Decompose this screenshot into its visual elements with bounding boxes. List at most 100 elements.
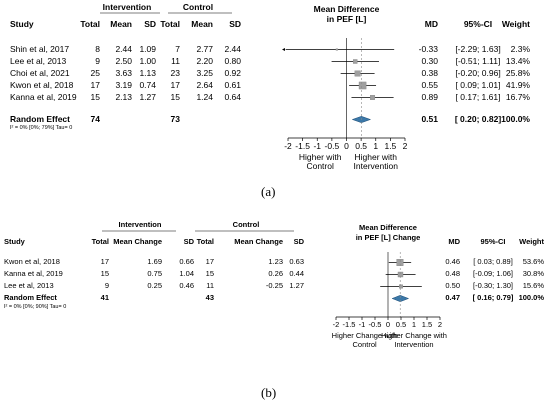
ctl-mean: 2.20 — [196, 56, 213, 66]
int-total: 17 — [100, 257, 109, 266]
int-total: 25 — [90, 68, 100, 78]
int-total: 15 — [100, 269, 109, 278]
plot-title-line: Mean Difference — [359, 223, 417, 232]
col-study: Study — [10, 19, 34, 29]
ctl-total: 17 — [205, 257, 214, 266]
ctl-mean: 0.26 — [268, 269, 283, 278]
favours-left: Higher with — [298, 152, 342, 162]
study-box — [354, 70, 361, 77]
pooled-ctl-total: 43 — [205, 293, 214, 302]
plot-title-line: in PEF [L] Change — [355, 233, 421, 242]
pooled-md: 0.51 — [421, 114, 438, 124]
study-name: Choi et al, 2021 — [10, 68, 70, 78]
study-name: Shin et al, 2017 — [10, 44, 70, 54]
study-box — [370, 95, 375, 100]
int-sd: 1.13 — [139, 68, 156, 78]
favours-right: Higher Change with — [381, 331, 447, 340]
x-tick-label: 1 — [373, 141, 379, 151]
ctl-sd: 0.63 — [289, 257, 304, 266]
int-sd: 0.66 — [179, 257, 194, 266]
study-name: Kwon et al, 2018 — [10, 80, 74, 90]
ci-value: [ 0.03; 0.89] — [473, 257, 513, 266]
col-ctl-sd: SD — [229, 19, 241, 29]
heterogeneity: I² = 0% [0%; 90%] Tau= 0 — [4, 304, 67, 310]
int-mean: 3.19 — [115, 80, 132, 90]
ci-value: [-0.09; 1.06] — [472, 269, 514, 278]
int-sd: 1.04 — [179, 269, 194, 278]
md-value: 0.55 — [421, 80, 438, 90]
study-box — [353, 59, 358, 64]
int-sd: 1.00 — [139, 56, 156, 66]
pooled-label: Random Effect — [10, 114, 70, 124]
x-tick-label: 2 — [437, 320, 443, 329]
col-ctl-total: Total — [196, 237, 214, 246]
study-box — [399, 284, 403, 289]
x-tick-label: -1.5 — [342, 320, 356, 329]
int-mean: 2.13 — [115, 92, 132, 102]
ctl-total: 11 — [171, 56, 180, 66]
int-mean: 2.44 — [115, 44, 132, 54]
col-study: Study — [4, 237, 25, 246]
ctl-sd: 0.44 — [289, 269, 304, 278]
int-total: 9 — [95, 56, 100, 66]
int-sd: 1.09 — [139, 44, 156, 54]
x-tick-label: -0.5 — [324, 141, 340, 151]
ctl-total: 23 — [170, 68, 180, 78]
x-tick-label: 1.5 — [384, 141, 397, 151]
study-box — [335, 48, 338, 51]
favours-right: Intervention — [353, 161, 398, 171]
ci-value: [-0.20; 0.96] — [455, 68, 501, 78]
x-tick-label: -0.5 — [368, 320, 382, 329]
favours-left: Control — [306, 161, 334, 171]
panel-label: (a) — [261, 184, 276, 199]
md-value: 0.48 — [445, 269, 460, 278]
int-sd: 0.46 — [179, 281, 194, 290]
header-intervention: Intervention — [102, 2, 152, 12]
col-md: MD — [448, 237, 460, 246]
ci-arrow — [282, 48, 285, 51]
pooled-int-total: 41 — [100, 293, 109, 302]
ctl-total: 15 — [170, 92, 180, 102]
int-mean: 0.25 — [147, 281, 162, 290]
weight-value: 41.9% — [505, 80, 530, 90]
md-value: 0.38 — [421, 68, 438, 78]
col-ctl-total: Total — [160, 19, 180, 29]
x-tick-label: -2 — [332, 320, 340, 329]
x-tick-label: 0.5 — [355, 141, 368, 151]
ctl-total: 11 — [206, 281, 214, 290]
favours-left: Control — [352, 340, 377, 349]
favours-right: Intervention — [394, 340, 434, 349]
favours-left: Higher Change with — [331, 331, 398, 340]
col-ci: 95%-CI — [463, 19, 493, 29]
col-int-sd: SD — [144, 19, 156, 29]
int-sd: 1.27 — [139, 92, 156, 102]
pooled-weight: 100.0% — [501, 114, 530, 124]
favours-right: Higher with — [354, 152, 398, 162]
heterogeneity: I² = 0% [0%; 79%] Tau= 0 — [10, 125, 73, 131]
x-tick-label: -1.5 — [295, 141, 310, 151]
col-int-sd: SD — [183, 237, 194, 246]
md-value: 0.30 — [421, 56, 438, 66]
weight-value: 53.6% — [522, 257, 544, 266]
study-name: Kwon et al, 2018 — [4, 257, 60, 266]
int-total: 15 — [90, 92, 100, 102]
int-total: 17 — [90, 80, 100, 90]
col-weight: Weight — [501, 19, 530, 29]
ctl-total: 15 — [205, 269, 214, 278]
pooled-ctl-total: 73 — [170, 114, 180, 124]
col-md: MD — [424, 19, 438, 29]
int-mean: 1.69 — [147, 257, 162, 266]
ci-value: [-0.51; 1.11] — [455, 56, 501, 66]
panel-label: (b) — [261, 385, 277, 400]
ctl-mean: 3.25 — [196, 68, 213, 78]
x-tick-label: -2 — [284, 141, 292, 151]
plot-title-line: in PEF [L] — [326, 14, 367, 24]
x-tick-label: 0 — [344, 141, 349, 151]
col-int-mean: Mean Change — [113, 237, 162, 246]
int-mean: 0.75 — [147, 269, 162, 278]
ctl-mean: 1.23 — [268, 257, 283, 266]
x-tick-label: 0.5 — [395, 320, 407, 329]
col-int-total: Total — [91, 237, 109, 246]
pooled-weight: 100.0% — [518, 293, 544, 302]
